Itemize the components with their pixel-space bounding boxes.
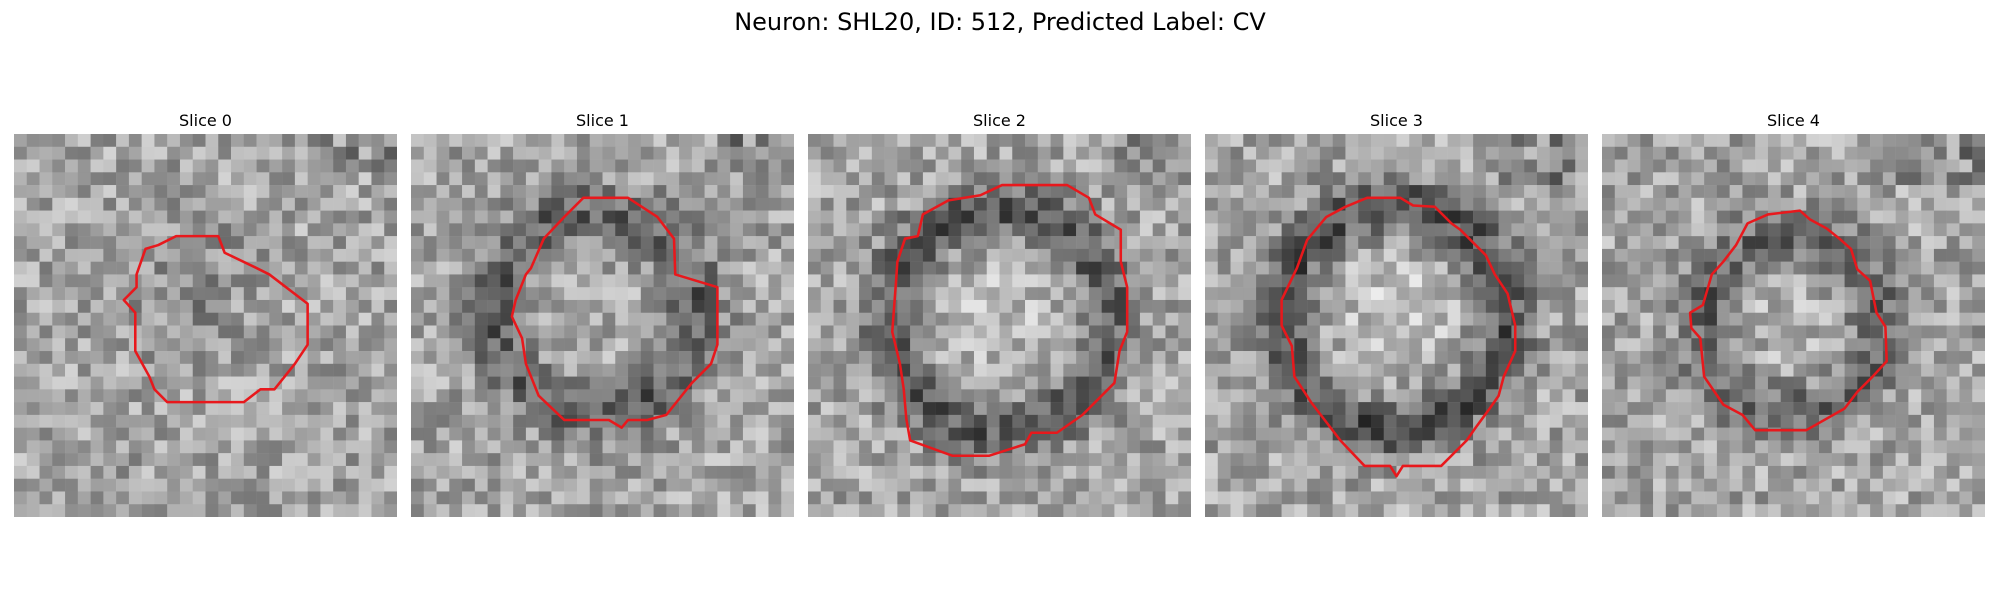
slice-panel-2: Slice 2	[808, 108, 1191, 517]
contour-outline	[1280, 196, 1517, 478]
pixel-grid	[808, 134, 1191, 517]
slice-title-2: Slice 2	[973, 111, 1026, 130]
slice-image-2	[808, 134, 1191, 517]
slice-title-1: Slice 1	[576, 111, 629, 130]
slice-image-0	[14, 134, 397, 517]
slice-panel-3: Slice 3	[1205, 108, 1588, 517]
contour-outline	[890, 183, 1129, 457]
contour-outline	[1688, 209, 1888, 432]
figure-title: Neuron: SHL20, ID: 512, Predicted Label:…	[734, 8, 1266, 36]
slice-panel-4: Slice 4	[1602, 108, 1985, 517]
slice-title-3: Slice 3	[1370, 111, 1423, 130]
slice-title-0: Slice 0	[179, 111, 232, 130]
pixel-grid	[411, 134, 794, 517]
slice-image-1	[411, 134, 794, 517]
pixel-grid	[14, 134, 397, 517]
contour-outline	[122, 234, 309, 404]
slice-title-4: Slice 4	[1767, 111, 1820, 130]
slice-image-3	[1205, 134, 1588, 517]
pixel-grid	[1205, 134, 1588, 517]
pixel-grid	[1602, 134, 1985, 517]
contour-outline	[510, 196, 719, 429]
slice-panel-1: Slice 1	[411, 108, 794, 517]
slice-image-4	[1602, 134, 1985, 517]
slice-panel-0: Slice 0	[14, 108, 397, 517]
